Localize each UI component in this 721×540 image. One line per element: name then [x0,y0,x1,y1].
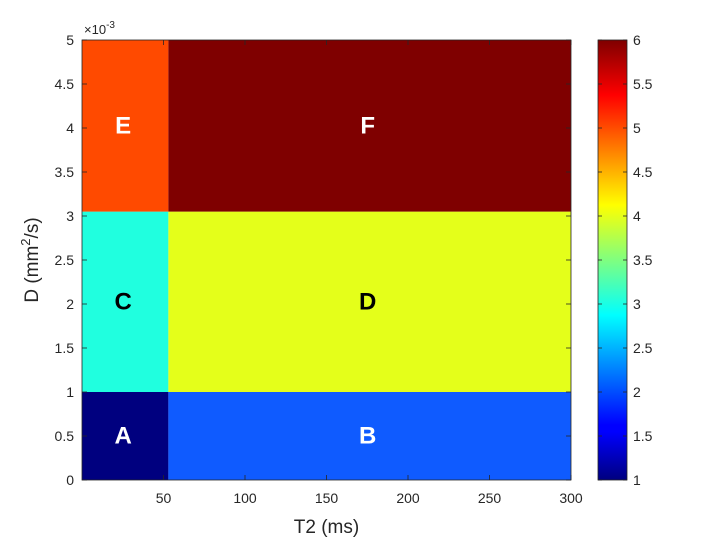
y-axis-label: D (mm2/s) [18,217,43,302]
y-axis-ticks: 0 0.5 1 1.5 2 2.5 3 3.5 4 4.5 5 [55,32,571,488]
x-tick-label: 200 [396,490,420,506]
region-b [168,392,571,480]
region-f [168,40,571,212]
region-e [82,40,169,212]
colorbar-tick-label: 1 [633,472,641,488]
x-tick-label: 100 [233,490,257,506]
colorbar-tick-label: 4.5 [633,164,653,180]
colorbar-tick-label: 6 [633,32,641,48]
region-label-d: D [359,288,376,315]
y-tick-label: 4 [66,120,74,136]
colorbar-tick-label: 5 [633,120,641,136]
colorbar-tick-label: 1.5 [633,428,653,444]
colorbar-tick-label: 3.5 [633,252,653,268]
region-label-layer: A B C D E F [115,112,377,449]
region-layer [82,40,571,480]
x-tick-label: 150 [315,490,339,506]
x-axis-label: T2 (ms) [294,517,359,538]
colorbar-ticks: 1 1.5 2 2.5 3 3.5 4 4.5 5 5.5 6 [598,32,653,488]
region-c [82,211,169,392]
y-tick-label: 2 [66,296,74,312]
region-d [168,211,571,392]
region-label-f: F [360,112,375,139]
y-tick-label: 0 [66,472,74,488]
region-label-b: B [359,423,376,450]
y-tick-label: 1 [66,384,74,400]
x-tick-label: 250 [478,490,502,506]
colorbar-tick-label: 2 [633,384,641,400]
y-tick-label: 3.5 [55,164,75,180]
region-label-c: C [115,288,132,315]
region-label-e: E [115,112,131,139]
colorbar [597,39,628,481]
y-tick-label: 2.5 [55,252,75,268]
x-tick-label: 300 [559,490,583,506]
y-axis-multiplier: ×10-3 [84,20,115,37]
colorbar-tick-label: 4 [633,208,641,224]
region-label-a: A [115,423,132,450]
y-tick-label: 5 [66,32,74,48]
colorbar-tick-label: 5.5 [633,76,653,92]
region-a [82,392,169,480]
x-axis-ticks: 50 100 150 200 250 300 [156,40,583,506]
y-tick-label: 1.5 [55,340,75,356]
y-tick-label: 3 [66,208,74,224]
y-tick-label: 4.5 [55,76,75,92]
colorbar-tick-label: 3 [633,296,641,312]
y-tick-label: 0.5 [55,428,75,444]
x-tick-label: 50 [156,490,172,506]
colorbar-tick-label: 2.5 [633,340,653,356]
